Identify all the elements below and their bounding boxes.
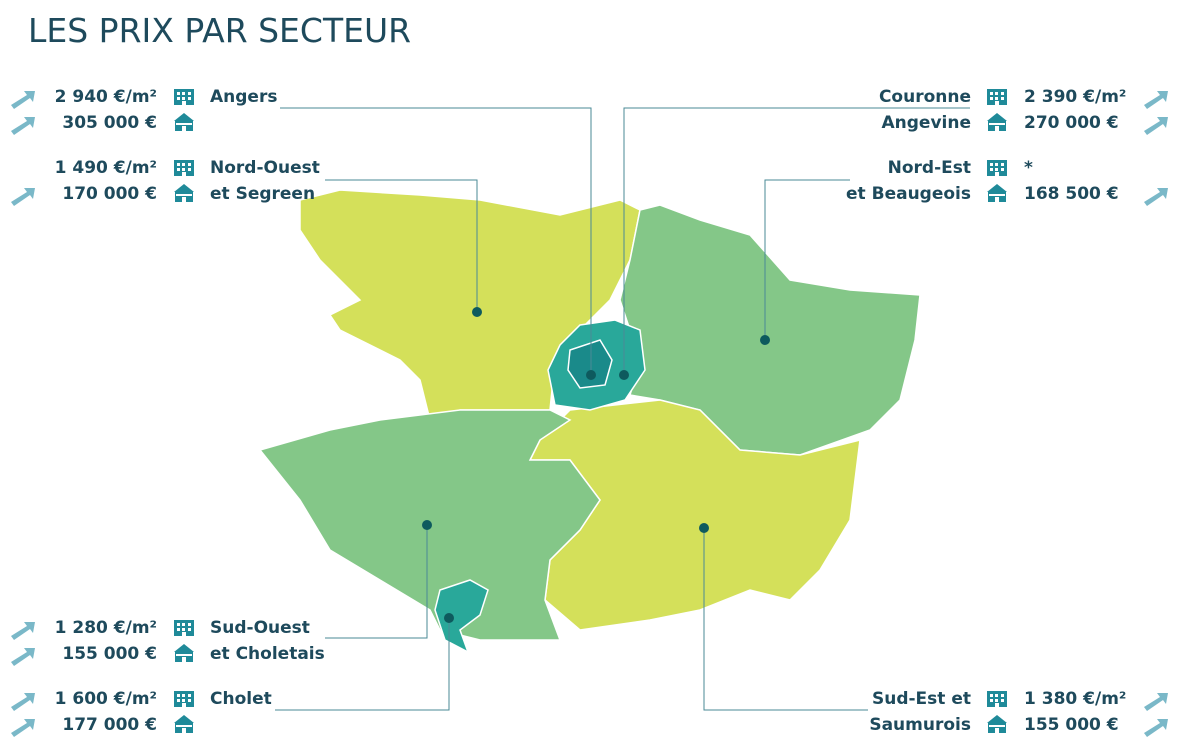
sector-name: Angevine <box>882 113 972 133</box>
price: 155 000 € <box>1024 715 1119 735</box>
trend-arrow <box>11 648 35 666</box>
trend-arrow <box>11 693 35 711</box>
price: 1 600 €/m² <box>55 689 157 709</box>
sector-name: Angers <box>210 87 277 107</box>
icon <box>174 620 194 636</box>
trend-arrow <box>11 622 35 640</box>
sector-name: Sud-Est et <box>872 689 971 709</box>
icon <box>174 89 194 105</box>
icon <box>174 715 194 733</box>
trend-arrow <box>11 188 35 206</box>
icon <box>987 89 1007 105</box>
sector-name: Sud-Ouest <box>210 618 310 638</box>
icon <box>987 715 1007 733</box>
price: 155 000 € <box>62 644 157 664</box>
sector-name: Couronne <box>879 87 971 107</box>
sector-name: et Segreen <box>210 184 315 204</box>
trend-arrow <box>11 117 35 135</box>
price: 170 000 € <box>62 184 157 204</box>
sector-name: Saumurois <box>869 715 971 735</box>
icon <box>174 184 194 202</box>
leader-lines <box>275 107 970 711</box>
price: 2 940 €/m² <box>55 87 157 107</box>
icon <box>174 113 194 131</box>
price: 1 490 €/m² <box>55 158 157 178</box>
icon <box>174 691 194 707</box>
trend-arrow <box>1144 719 1168 737</box>
icon <box>987 691 1007 707</box>
sector-name: Nord-Est <box>888 158 971 178</box>
icon <box>987 184 1007 202</box>
price: 1 280 €/m² <box>55 618 157 638</box>
price: 270 000 € <box>1024 113 1119 133</box>
sector-labels: 2 940 €/m² 305 000 € Angers 1 490 €/m² 170 0… <box>11 87 1168 737</box>
trend-arrow <box>1144 188 1168 206</box>
price: 1 380 €/m² <box>1024 689 1126 709</box>
trend-arrow <box>1144 693 1168 711</box>
price: 177 000 € <box>62 715 157 735</box>
title: LES PRIX PAR SECTEUR <box>28 11 411 50</box>
price: 305 000 € <box>62 113 157 133</box>
trend-arrow <box>11 719 35 737</box>
trend-arrow <box>11 91 35 109</box>
sector-name: et Beaugeois <box>846 184 971 204</box>
icon <box>174 160 194 176</box>
price: 168 500 € <box>1024 184 1119 204</box>
price: 2 390 €/m² <box>1024 87 1126 107</box>
icon <box>174 644 194 662</box>
trend-arrow <box>1144 117 1168 135</box>
icon <box>987 160 1007 176</box>
icon <box>987 113 1007 131</box>
price: * <box>1024 158 1033 178</box>
sector-name: et Choletais <box>210 644 325 664</box>
sector-name: Nord-Ouest <box>210 158 320 178</box>
trend-arrow <box>1144 91 1168 109</box>
map <box>258 189 921 654</box>
sector-name: Cholet <box>210 689 272 709</box>
